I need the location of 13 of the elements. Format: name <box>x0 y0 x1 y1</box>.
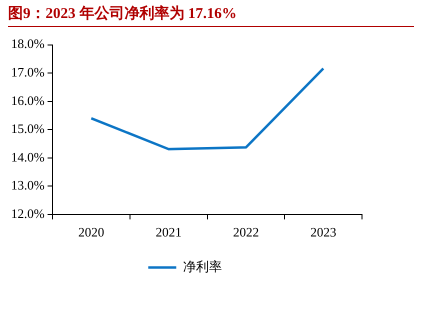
legend-label: 净利率 <box>182 258 222 274</box>
y-tick-label: 14.0% <box>10 149 45 164</box>
x-tick-label: 2023 <box>310 224 336 240</box>
x-tick-label: 2022 <box>232 224 259 240</box>
y-tick-label: 12.0% <box>10 206 45 221</box>
y-tick-label: 15.0% <box>10 121 45 136</box>
chart-title: 图9：2023 年公司净利率为 17.16% <box>8 4 414 27</box>
x-tick-label: 2021 <box>156 224 182 240</box>
y-tick-label: 13.0% <box>10 178 45 193</box>
y-tick-label: 17.0% <box>10 64 45 80</box>
y-tick-label: 16.0% <box>10 92 45 108</box>
y-tick-label: 18.0% <box>10 36 45 52</box>
x-tick-label: 2020 <box>78 224 104 240</box>
